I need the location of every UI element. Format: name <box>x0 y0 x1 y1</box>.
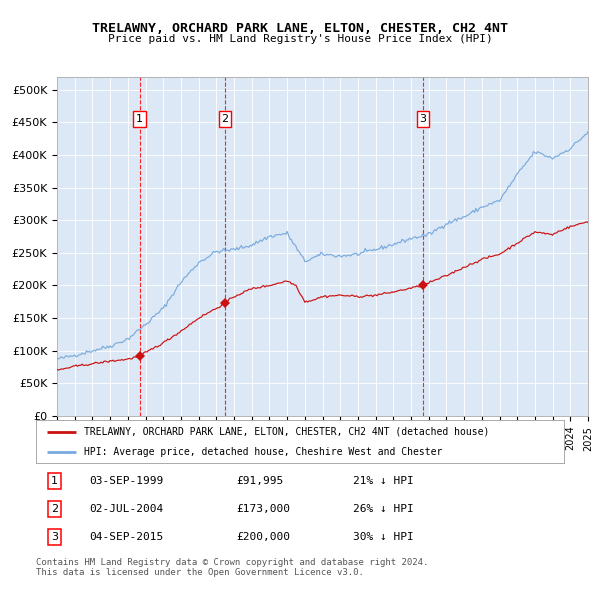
Text: 21% ↓ HPI: 21% ↓ HPI <box>353 476 413 486</box>
Text: TRELAWNY, ORCHARD PARK LANE, ELTON, CHESTER, CH2 4NT: TRELAWNY, ORCHARD PARK LANE, ELTON, CHES… <box>92 22 508 35</box>
Text: 2: 2 <box>51 504 58 514</box>
Text: This data is licensed under the Open Government Licence v3.0.: This data is licensed under the Open Gov… <box>36 568 364 577</box>
Text: 03-SEP-1999: 03-SEP-1999 <box>89 476 163 486</box>
Text: 1: 1 <box>51 476 58 486</box>
Text: £173,000: £173,000 <box>236 504 290 514</box>
Text: £91,995: £91,995 <box>236 476 284 486</box>
Text: £200,000: £200,000 <box>236 532 290 542</box>
Text: 26% ↓ HPI: 26% ↓ HPI <box>353 504 413 514</box>
Text: 04-SEP-2015: 04-SEP-2015 <box>89 532 163 542</box>
Text: Price paid vs. HM Land Registry's House Price Index (HPI): Price paid vs. HM Land Registry's House … <box>107 34 493 44</box>
Text: 3: 3 <box>419 114 427 124</box>
Text: HPI: Average price, detached house, Cheshire West and Chester: HPI: Average price, detached house, Ches… <box>83 447 442 457</box>
Text: Contains HM Land Registry data © Crown copyright and database right 2024.: Contains HM Land Registry data © Crown c… <box>36 558 428 566</box>
Text: TRELAWNY, ORCHARD PARK LANE, ELTON, CHESTER, CH2 4NT (detached house): TRELAWNY, ORCHARD PARK LANE, ELTON, CHES… <box>83 427 489 437</box>
Text: 02-JUL-2004: 02-JUL-2004 <box>89 504 163 514</box>
Text: 2: 2 <box>221 114 229 124</box>
Text: 1: 1 <box>136 114 143 124</box>
Text: 30% ↓ HPI: 30% ↓ HPI <box>353 532 413 542</box>
Text: 3: 3 <box>51 532 58 542</box>
